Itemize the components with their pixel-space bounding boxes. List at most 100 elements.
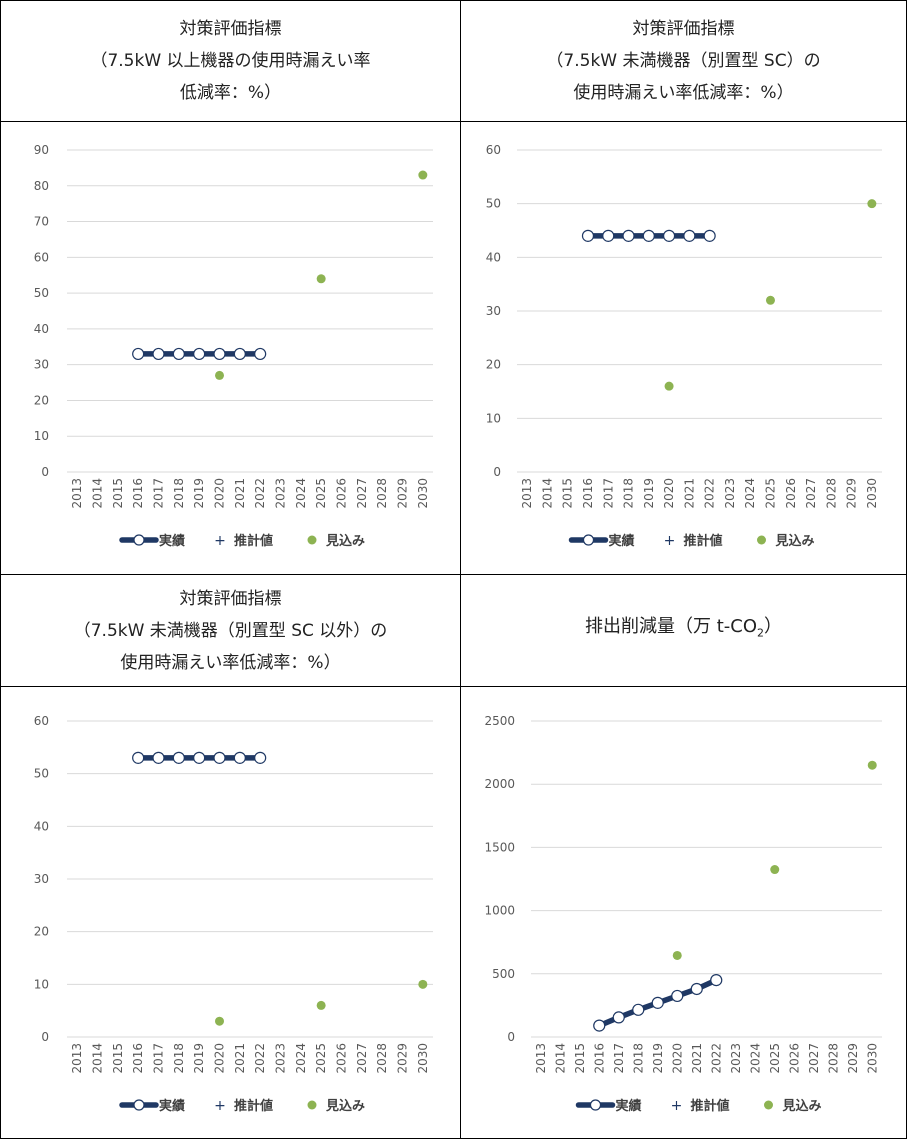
x-tick-label: 2020 (670, 1043, 684, 1074)
x-tick-label: 2013 (534, 1043, 548, 1074)
x-tick-label: 2014 (540, 478, 554, 509)
x-tick-label: 2020 (213, 478, 227, 509)
x-tick-label: 2017 (612, 1043, 626, 1074)
x-tick-label: 2029 (396, 478, 410, 509)
legend-actual-marker-swatch (589, 1099, 602, 1111)
y-tick-label: 2500 (484, 714, 515, 728)
panel-1-header: 対策評価指標 （7.5kW 以上機器の使用時漏えい率 低減率：%） (1, 1, 460, 121)
x-tick-label: 2023 (729, 1043, 743, 1074)
x-tick-label: 2024 (294, 1043, 308, 1074)
x-tick-label: 2027 (355, 1043, 369, 1074)
panel-4-header-subscript: 2 (757, 626, 764, 640)
projected-point (664, 381, 674, 391)
actual-point (593, 1019, 606, 1032)
panel-1-header-line-2: （7.5kW 以上機器の使用時漏えい率 (90, 51, 371, 71)
x-tick-label: 2024 (748, 1043, 762, 1074)
actual-point (193, 347, 206, 361)
x-tick-label: 2013 (520, 478, 534, 509)
x-tick-label: 2025 (314, 1043, 328, 1074)
x-tick-label: 2013 (70, 1043, 84, 1074)
x-tick-label: 2019 (192, 478, 206, 509)
x-tick-label: 2014 (553, 1043, 567, 1074)
legend-estimated-label: 推計値 (684, 533, 723, 549)
x-tick-label: 2028 (824, 478, 838, 509)
actual-point (172, 751, 185, 764)
y-tick-label: 90 (34, 143, 49, 157)
actual-point (254, 347, 267, 361)
y-tick-label: 40 (34, 322, 49, 336)
x-tick-label: 2021 (690, 1043, 704, 1074)
x-tick-label: 2021 (682, 478, 696, 509)
x-tick-label: 2023 (723, 478, 737, 509)
table-border-left (0, 0, 1, 1139)
y-tick-label: 0 (493, 465, 501, 479)
legend-actual-marker-swatch (133, 1099, 145, 1111)
legend-estimated-marker-swatch: + (671, 1098, 683, 1114)
actual-point (671, 989, 684, 1003)
actual-point (622, 229, 635, 242)
x-tick-label: 2030 (416, 478, 430, 509)
legend-estimated-label: 推計値 (234, 1098, 273, 1114)
panel-4-header-tail: ） (764, 616, 782, 638)
y-tick-label: 40 (34, 819, 49, 833)
y-tick-label: 70 (34, 215, 49, 229)
x-tick-label: 2016 (131, 478, 145, 509)
actual-point (213, 751, 226, 764)
projected-point (867, 199, 877, 209)
legend-projected-marker-swatch (757, 535, 766, 545)
x-tick-label: 2024 (743, 478, 757, 509)
actual-point (710, 974, 723, 987)
y-tick-label: 60 (34, 250, 49, 264)
legend-projected-label: 見込み (782, 1098, 822, 1114)
x-tick-label: 2014 (91, 478, 105, 509)
panel-3-header-line-2: （7.5kW 未満機器（別置型 SC 以外）の (73, 620, 388, 641)
y-tick-label: 10 (34, 429, 49, 443)
panel-4-header-title: 排出削減量（万 t-CO2） (585, 611, 782, 650)
legend-estimated-marker-swatch: + (214, 1098, 226, 1114)
y-tick-label: 80 (34, 179, 49, 193)
y-tick-label: 30 (486, 304, 501, 318)
panel-2-header-line-3: 使用時漏えい率低減率：%） (573, 83, 794, 103)
actual-point (132, 347, 145, 361)
x-tick-label: 2028 (375, 478, 389, 509)
actual-point (642, 229, 655, 242)
actual-point (690, 982, 703, 996)
projected-point (418, 170, 428, 180)
table-border-top (0, 0, 907, 1)
x-tick-label: 2030 (416, 1043, 430, 1074)
x-tick-label: 2022 (703, 478, 717, 509)
y-tick-label: 50 (486, 197, 501, 211)
projected-point (316, 1000, 326, 1010)
panel-3-header-line-3: 使用時漏えい率低減率：%） (120, 652, 341, 673)
y-tick-label: 0 (507, 1030, 515, 1044)
x-tick-label: 2026 (787, 1043, 801, 1074)
y-tick-label: 40 (486, 250, 501, 264)
legend-projected-label: 見込み (775, 533, 815, 549)
projected-point (215, 370, 224, 380)
y-tick-label: 0 (41, 1030, 49, 1044)
legend-estimated-label: 推計値 (691, 1098, 730, 1114)
projected-point (672, 950, 682, 960)
x-tick-label: 2015 (561, 478, 575, 509)
projected-point (215, 1016, 224, 1026)
x-tick-label: 2020 (213, 1043, 227, 1074)
panel-3-header: 対策評価指標 （7.5kW 未満機器（別置型 SC 以外）の 使用時漏えい率低減… (1, 575, 460, 686)
legend-estimated-marker-swatch: + (214, 533, 226, 549)
projected-point (316, 274, 326, 284)
x-tick-label: 2015 (111, 1043, 125, 1074)
x-tick-label: 2017 (152, 1043, 166, 1074)
actual-point (254, 751, 267, 764)
x-tick-label: 2022 (709, 1043, 723, 1074)
x-tick-label: 2029 (845, 478, 859, 509)
projected-point (418, 979, 428, 989)
x-tick-label: 2019 (642, 478, 656, 509)
y-tick-label: 1000 (484, 904, 515, 918)
x-tick-label: 2025 (314, 478, 328, 509)
y-tick-label: 50 (34, 767, 49, 781)
y-tick-label: 30 (34, 358, 49, 372)
table-border-row (0, 574, 907, 575)
x-tick-label: 2013 (70, 478, 84, 509)
x-tick-label: 2030 (865, 478, 879, 509)
